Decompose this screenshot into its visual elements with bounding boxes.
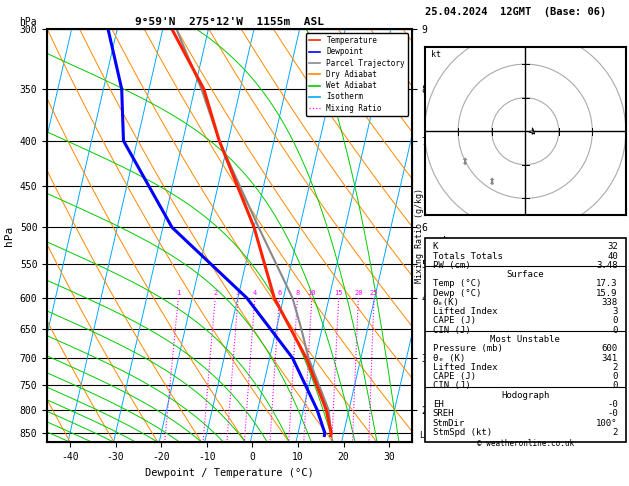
Text: 6: 6 <box>277 290 282 296</box>
Text: © weatheronline.co.uk: © weatheronline.co.uk <box>477 439 574 448</box>
Text: 10: 10 <box>308 290 316 296</box>
Text: 100°: 100° <box>596 418 618 428</box>
Text: 17.3: 17.3 <box>596 279 618 288</box>
Text: 1: 1 <box>176 290 181 296</box>
Text: EH: EH <box>433 400 443 409</box>
Text: -0: -0 <box>607 409 618 418</box>
Text: CIN (J): CIN (J) <box>433 326 470 335</box>
Text: StmSpd (kt): StmSpd (kt) <box>433 428 492 437</box>
Text: ⬍: ⬍ <box>461 157 469 167</box>
Text: 2: 2 <box>613 363 618 372</box>
Text: 2: 2 <box>213 290 218 296</box>
Text: kt: kt <box>431 51 442 59</box>
Text: hPa: hPa <box>19 17 36 27</box>
Text: Temp (°C): Temp (°C) <box>433 279 481 288</box>
Text: K: K <box>433 242 438 251</box>
Text: 9°59'N  275°12'W  1155m  ASL: 9°59'N 275°12'W 1155m ASL <box>135 17 324 27</box>
Text: CAPE (J): CAPE (J) <box>433 316 476 326</box>
FancyBboxPatch shape <box>425 238 626 442</box>
Text: 338: 338 <box>602 298 618 307</box>
Text: Surface: Surface <box>506 270 544 279</box>
Text: 2: 2 <box>613 428 618 437</box>
Text: 0: 0 <box>613 316 618 326</box>
Text: θₑ(K): θₑ(K) <box>433 298 460 307</box>
Text: 341: 341 <box>602 353 618 363</box>
Text: 3: 3 <box>613 307 618 316</box>
Text: PW (cm): PW (cm) <box>433 261 470 270</box>
Text: 15.9: 15.9 <box>596 289 618 297</box>
Text: 4: 4 <box>253 290 257 296</box>
Text: LCL: LCL <box>419 431 434 440</box>
Text: 25.04.2024  12GMT  (Base: 06): 25.04.2024 12GMT (Base: 06) <box>425 7 606 17</box>
X-axis label: Dewpoint / Temperature (°C): Dewpoint / Temperature (°C) <box>145 468 314 478</box>
Text: Most Unstable: Most Unstable <box>490 335 560 344</box>
Text: 25: 25 <box>370 290 378 296</box>
Text: 32: 32 <box>607 242 618 251</box>
Text: CAPE (J): CAPE (J) <box>433 372 476 381</box>
Text: Totals Totals: Totals Totals <box>433 251 503 260</box>
Y-axis label: km
ASL: km ASL <box>440 236 457 257</box>
Text: Lifted Index: Lifted Index <box>433 307 497 316</box>
Text: Mixing Ratio (g/kg): Mixing Ratio (g/kg) <box>415 188 424 283</box>
Text: 3: 3 <box>236 290 240 296</box>
Legend: Temperature, Dewpoint, Parcel Trajectory, Dry Adiabat, Wet Adiabat, Isotherm, Mi: Temperature, Dewpoint, Parcel Trajectory… <box>306 33 408 116</box>
Text: ⬍: ⬍ <box>487 177 496 187</box>
Text: 3.48: 3.48 <box>596 261 618 270</box>
Text: Lifted Index: Lifted Index <box>433 363 497 372</box>
Text: 40: 40 <box>607 251 618 260</box>
Text: -0: -0 <box>607 400 618 409</box>
Text: 0: 0 <box>613 382 618 390</box>
Text: Pressure (mb): Pressure (mb) <box>433 344 503 353</box>
Text: Hodograph: Hodograph <box>501 391 549 399</box>
Text: 600: 600 <box>602 344 618 353</box>
Text: CIN (J): CIN (J) <box>433 382 470 390</box>
Text: 0: 0 <box>613 326 618 335</box>
Text: StmDir: StmDir <box>433 418 465 428</box>
Text: SREH: SREH <box>433 409 454 418</box>
Text: 8: 8 <box>296 290 299 296</box>
Text: 20: 20 <box>354 290 363 296</box>
Y-axis label: hPa: hPa <box>4 226 14 246</box>
Text: 0: 0 <box>613 372 618 381</box>
Text: 15: 15 <box>335 290 343 296</box>
Text: Dewp (°C): Dewp (°C) <box>433 289 481 297</box>
Text: θₑ (K): θₑ (K) <box>433 353 465 363</box>
